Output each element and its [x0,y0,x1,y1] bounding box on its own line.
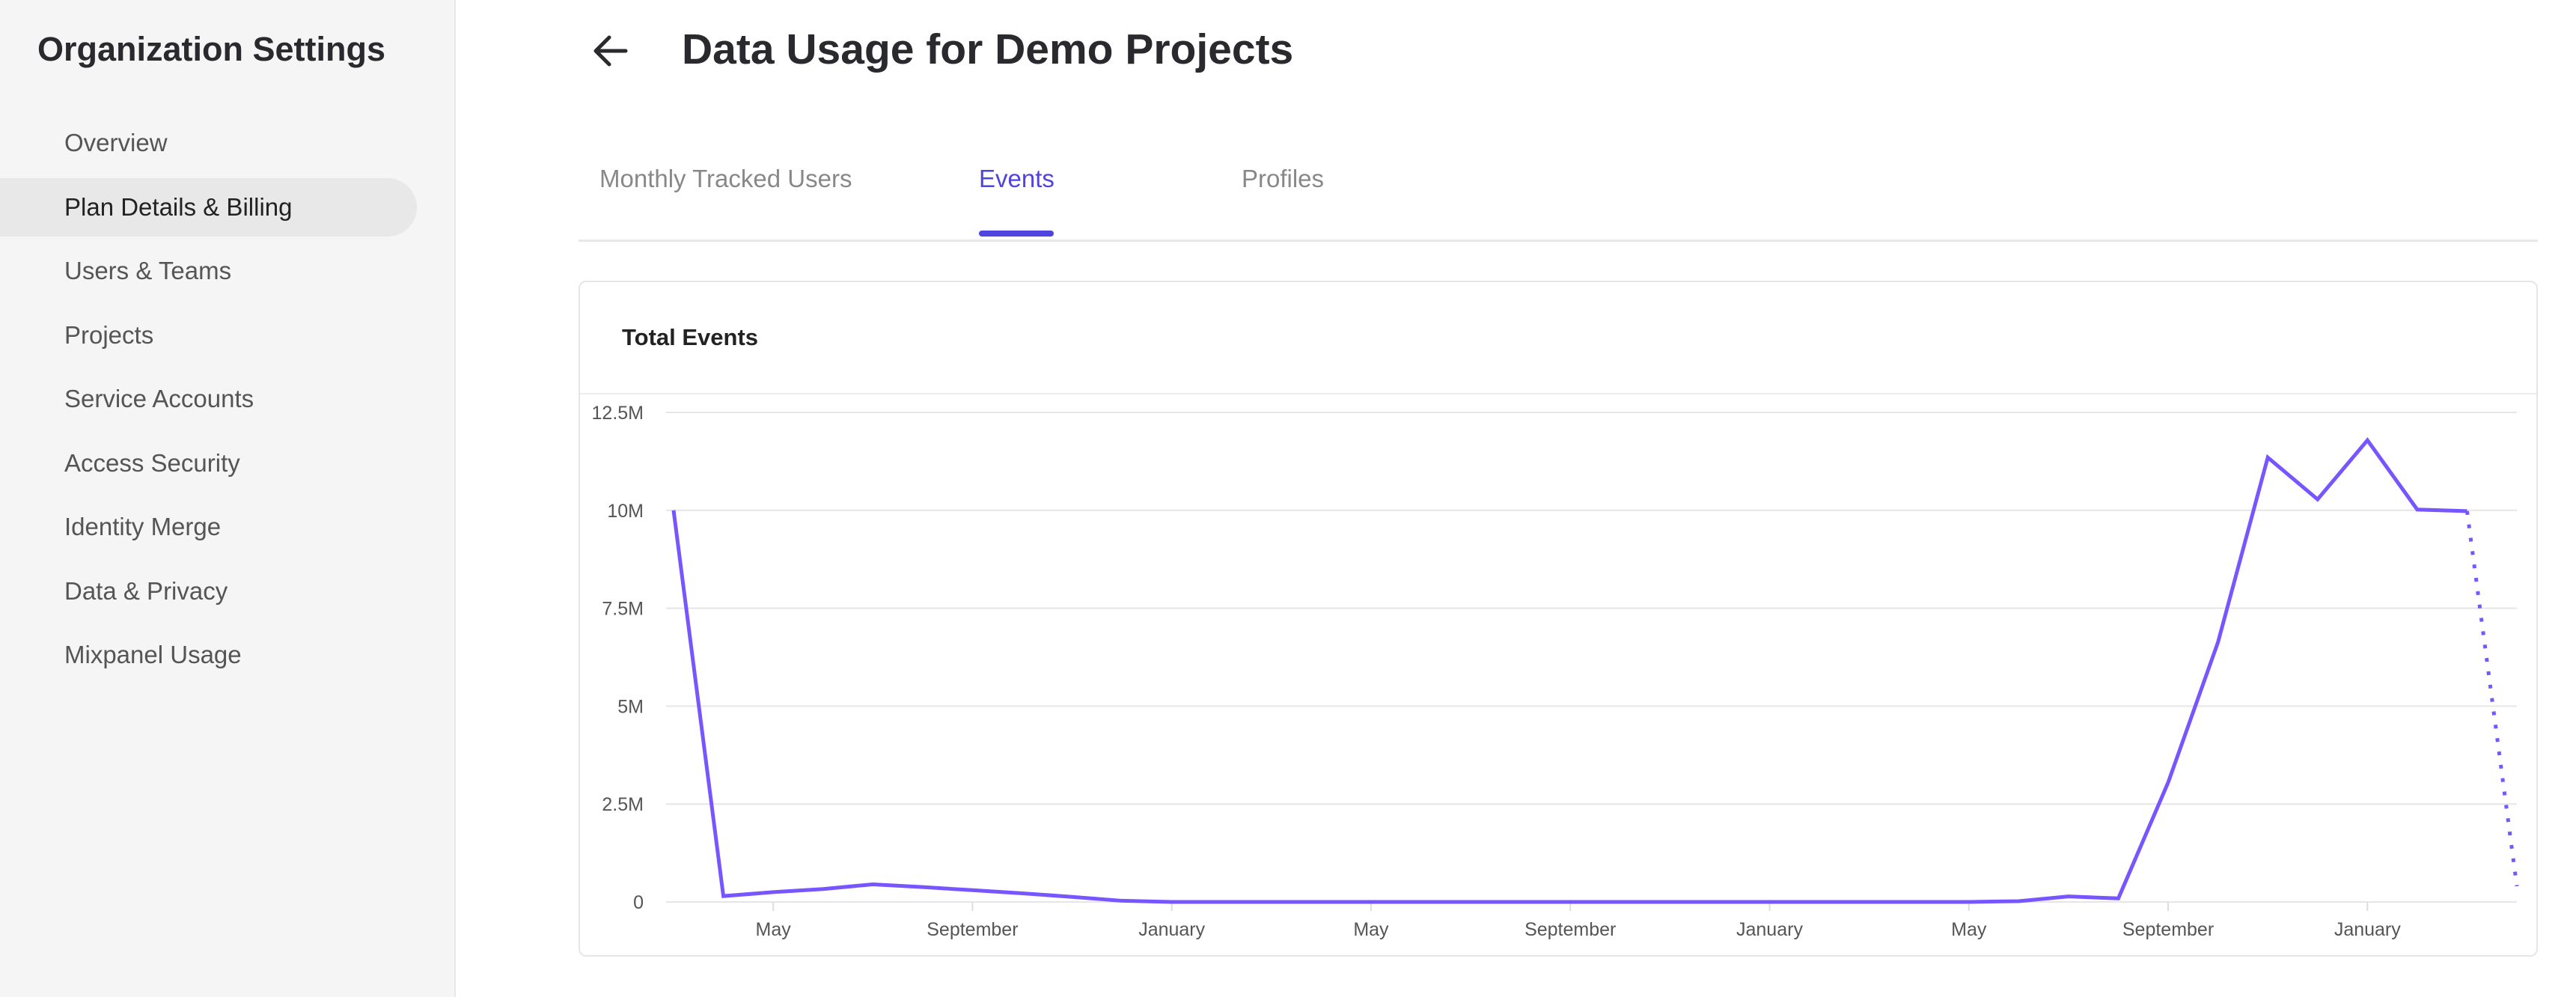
sidebar-item-identity-merge[interactable]: Identity Merge [64,513,222,540]
active-tab-indicator [979,231,1054,237]
x-tick-label: January [1138,919,1205,940]
card-divider [580,393,2536,394]
x-tick-label: May [756,919,792,940]
series-line [671,437,2467,904]
sidebar-item-service-accounts[interactable]: Service Accounts [64,385,254,412]
card-title: Total Events [622,324,759,350]
x-tick-label: September [1524,919,1616,940]
arrow-left-icon [593,35,628,67]
x-tick-label: May [1353,919,1389,940]
x-tick-label: January [2334,919,2401,940]
tab-monthly-tracked-users[interactable]: Monthly Tracked Users [599,165,852,192]
sidebar-item-mixpanel-usage[interactable]: Mixpanel Usage [64,641,242,668]
sidebar-title: Organization Settings [37,30,386,68]
y-tick-label: 2.5M [602,794,644,815]
sidebar-item-overview[interactable]: Overview [64,129,168,156]
x-tick-label: May [1951,919,1987,940]
tab-events[interactable]: Events [979,165,1054,192]
y-tick-label: 0 [633,892,644,913]
back-button[interactable] [587,27,635,75]
x-tick-label: January [1736,919,1803,940]
y-tick-label: 12.5M [592,403,644,424]
x-tick-label: September [927,919,1018,940]
y-tick-label: 10M [607,501,644,522]
sidebar: Organization Settings Overview Plan Detai… [0,0,456,997]
y-tick-label: 7.5M [602,599,644,620]
sidebar-item-data-privacy[interactable]: Data & Privacy [64,576,228,605]
page-title: Data Usage for Demo Projects [682,25,1294,73]
series-line-partial-dotted [2464,510,2519,887]
sidebar-item-users-teams[interactable]: Users & Teams [64,257,232,284]
total-events-card: Total Events [579,281,2538,957]
tab-profiles[interactable]: Profiles [1242,165,1325,192]
sidebar-item-access-security[interactable]: Access Security [64,448,240,477]
sidebar-item-plan-details-billing[interactable]: Plan Details & Billing [0,177,417,237]
sidebar-item-projects[interactable]: Projects [64,320,154,349]
y-tick-label: 5M [617,696,644,717]
x-tick-label: September [2122,919,2214,940]
tab-bar: Monthly Tracked Users Events Profiles [579,150,2538,242]
